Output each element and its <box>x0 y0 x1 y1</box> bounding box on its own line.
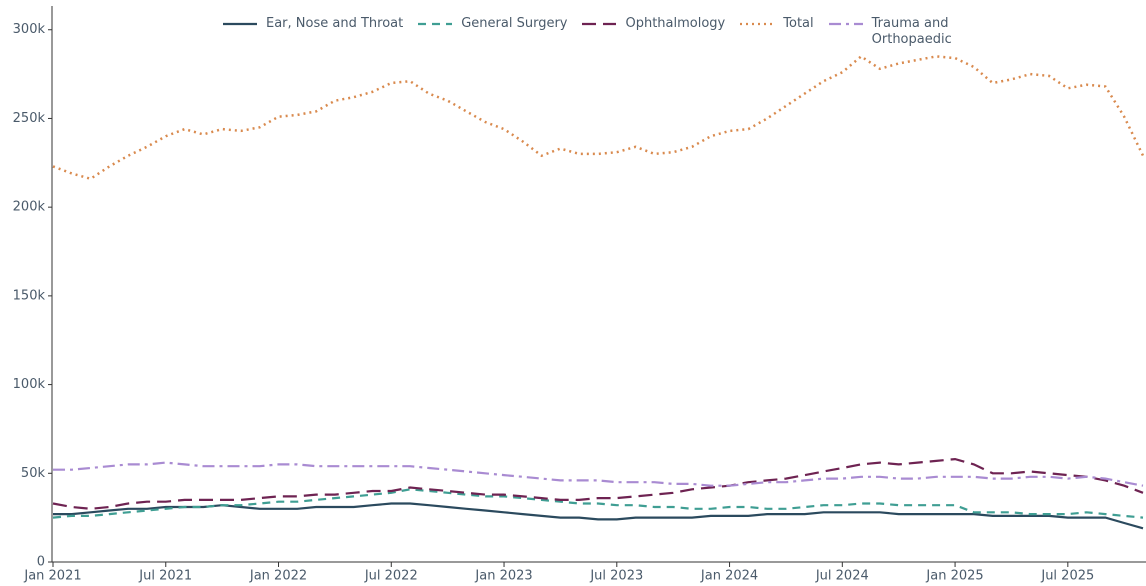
legend-label: Ear, Nose and Throat <box>266 16 404 31</box>
legend-swatch <box>828 22 863 26</box>
x-tick-label: Jan 2025 <box>925 569 983 584</box>
y-tick-label: 50k <box>21 466 46 481</box>
series-line <box>52 54 1145 181</box>
y-tick-label: 100k <box>13 377 46 392</box>
x-tick-label: Jul 2024 <box>815 569 869 584</box>
x-tick-label: Jan 2022 <box>249 569 307 584</box>
y-tick-label: 250k <box>13 111 46 126</box>
legend-swatch <box>582 22 617 26</box>
series-line <box>52 457 1144 510</box>
series-line <box>53 461 1144 487</box>
series-line <box>53 502 1144 530</box>
legend-item[interactable]: Total <box>739 16 814 32</box>
legend-label: Trauma and Orthopaedic <box>871 16 952 47</box>
legend-label: Ophthalmology <box>625 16 726 31</box>
x-tick-label: Jan 2023 <box>474 569 532 584</box>
y-tick-label: 300k <box>13 22 46 37</box>
x-tick-label: Jul 2021 <box>138 569 192 584</box>
legend-label: Total <box>783 16 814 31</box>
x-tick-label: Jan 2021 <box>23 569 81 584</box>
legend-item[interactable]: General Surgery <box>417 16 567 32</box>
legend-item[interactable]: Ear, Nose and Throat <box>222 16 403 32</box>
x-tick-label: Jul 2025 <box>1040 569 1094 584</box>
series-line <box>52 488 1144 519</box>
x-tick-label: Jan 2024 <box>700 569 758 584</box>
x-tick-label: Jul 2022 <box>364 569 418 584</box>
legend-item[interactable]: Trauma and Orthopaedic <box>828 16 972 48</box>
y-tick-label: 0 <box>37 555 45 570</box>
legend-swatch <box>740 22 775 26</box>
legend-item[interactable]: Ophthalmology <box>581 16 725 32</box>
legend: Ear, Nose and Throat General Surgery Ophth… <box>222 16 972 48</box>
legend-swatch <box>418 22 453 26</box>
y-tick-label: 200k <box>13 200 46 215</box>
x-tick-label: Jul 2023 <box>589 569 643 584</box>
legend-label: General Surgery <box>461 16 568 31</box>
y-tick-label: 150k <box>13 288 46 303</box>
legend-swatch <box>223 22 257 26</box>
